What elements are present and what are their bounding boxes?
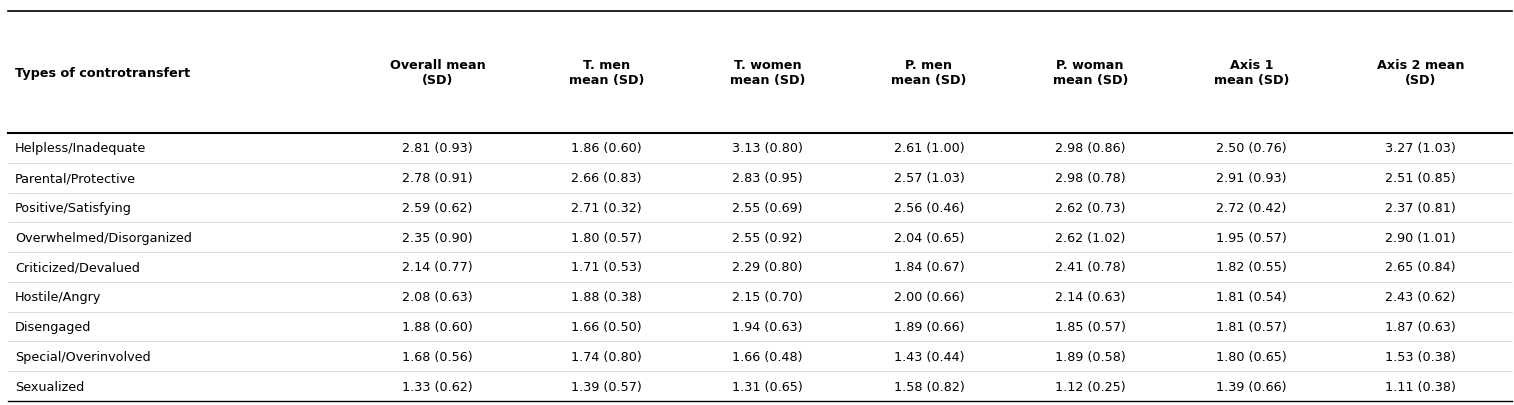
Text: Sexualized: Sexualized	[15, 379, 85, 392]
Text: Overwhelmed/Disorganized: Overwhelmed/Disorganized	[15, 231, 192, 244]
Text: 1.81 (0.54): 1.81 (0.54)	[1216, 290, 1287, 303]
Text: 2.56 (0.46): 2.56 (0.46)	[893, 201, 964, 214]
Text: 2.98 (0.86): 2.98 (0.86)	[1055, 142, 1125, 155]
Text: 2.41 (0.78): 2.41 (0.78)	[1055, 261, 1125, 274]
Text: 2.29 (0.80): 2.29 (0.80)	[733, 261, 802, 274]
Text: Positive/Satisfying: Positive/Satisfying	[15, 201, 132, 214]
Text: Disengaged: Disengaged	[15, 320, 91, 333]
Text: 1.39 (0.66): 1.39 (0.66)	[1216, 379, 1287, 392]
Text: 1.86 (0.60): 1.86 (0.60)	[571, 142, 642, 155]
Text: 2.59 (0.62): 2.59 (0.62)	[403, 201, 472, 214]
Text: Axis 1
mean (SD): Axis 1 mean (SD)	[1214, 59, 1288, 87]
Text: 2.66 (0.83): 2.66 (0.83)	[571, 172, 642, 185]
Text: Hostile/Angry: Hostile/Angry	[15, 290, 101, 303]
Text: 2.62 (1.02): 2.62 (1.02)	[1055, 231, 1125, 244]
Text: 2.78 (0.91): 2.78 (0.91)	[403, 172, 472, 185]
Text: 2.91 (0.93): 2.91 (0.93)	[1216, 172, 1287, 185]
Text: 2.55 (0.69): 2.55 (0.69)	[733, 201, 802, 214]
Text: 2.83 (0.95): 2.83 (0.95)	[733, 172, 802, 185]
Text: Overall mean
(SD): Overall mean (SD)	[389, 59, 486, 87]
Text: 1.58 (0.82): 1.58 (0.82)	[893, 379, 964, 392]
Text: 2.00 (0.66): 2.00 (0.66)	[893, 290, 964, 303]
Text: 1.66 (0.48): 1.66 (0.48)	[733, 350, 802, 363]
Text: T. women
mean (SD): T. women mean (SD)	[730, 59, 805, 87]
Text: Criticized/Devalued: Criticized/Devalued	[15, 261, 139, 274]
Text: 1.80 (0.57): 1.80 (0.57)	[571, 231, 642, 244]
Text: 2.72 (0.42): 2.72 (0.42)	[1216, 201, 1287, 214]
Text: 1.84 (0.67): 1.84 (0.67)	[893, 261, 964, 274]
Text: 2.55 (0.92): 2.55 (0.92)	[733, 231, 802, 244]
Text: 2.65 (0.84): 2.65 (0.84)	[1385, 261, 1455, 274]
Text: 1.89 (0.58): 1.89 (0.58)	[1055, 350, 1125, 363]
Text: 1.11 (0.38): 1.11 (0.38)	[1385, 379, 1456, 392]
Text: Types of controtransfert: Types of controtransfert	[15, 66, 191, 79]
Text: 1.66 (0.50): 1.66 (0.50)	[571, 320, 642, 333]
Text: Axis 2 mean
(SD): Axis 2 mean (SD)	[1376, 59, 1464, 87]
Text: 2.57 (1.03): 2.57 (1.03)	[893, 172, 964, 185]
Text: 1.81 (0.57): 1.81 (0.57)	[1216, 320, 1287, 333]
Text: Parental/Protective: Parental/Protective	[15, 172, 136, 185]
Text: 1.68 (0.56): 1.68 (0.56)	[403, 350, 472, 363]
Text: 2.51 (0.85): 2.51 (0.85)	[1385, 172, 1456, 185]
Text: 2.14 (0.63): 2.14 (0.63)	[1055, 290, 1125, 303]
Text: 2.61 (1.00): 2.61 (1.00)	[893, 142, 964, 155]
Text: T. men
mean (SD): T. men mean (SD)	[569, 59, 643, 87]
Text: 2.35 (0.90): 2.35 (0.90)	[403, 231, 472, 244]
Text: 1.53 (0.38): 1.53 (0.38)	[1385, 350, 1456, 363]
Text: 2.08 (0.63): 2.08 (0.63)	[403, 290, 472, 303]
Text: 1.85 (0.57): 1.85 (0.57)	[1055, 320, 1125, 333]
Text: 2.98 (0.78): 2.98 (0.78)	[1055, 172, 1125, 185]
Text: 1.31 (0.65): 1.31 (0.65)	[733, 379, 802, 392]
Text: 2.04 (0.65): 2.04 (0.65)	[893, 231, 964, 244]
Text: 2.43 (0.62): 2.43 (0.62)	[1385, 290, 1455, 303]
Text: 2.62 (0.73): 2.62 (0.73)	[1055, 201, 1125, 214]
Text: 1.74 (0.80): 1.74 (0.80)	[571, 350, 642, 363]
Text: 2.71 (0.32): 2.71 (0.32)	[571, 201, 642, 214]
Text: Special/Overinvolved: Special/Overinvolved	[15, 350, 151, 363]
Text: 2.90 (1.01): 2.90 (1.01)	[1385, 231, 1455, 244]
Text: 1.95 (0.57): 1.95 (0.57)	[1216, 231, 1287, 244]
Text: 2.50 (0.76): 2.50 (0.76)	[1216, 142, 1287, 155]
Text: 1.88 (0.60): 1.88 (0.60)	[403, 320, 472, 333]
Text: 1.82 (0.55): 1.82 (0.55)	[1216, 261, 1287, 274]
Text: 1.33 (0.62): 1.33 (0.62)	[403, 379, 472, 392]
Text: 2.15 (0.70): 2.15 (0.70)	[733, 290, 802, 303]
Text: 2.37 (0.81): 2.37 (0.81)	[1385, 201, 1456, 214]
Text: 2.81 (0.93): 2.81 (0.93)	[403, 142, 472, 155]
Text: 3.13 (0.80): 3.13 (0.80)	[733, 142, 802, 155]
Text: 1.87 (0.63): 1.87 (0.63)	[1385, 320, 1456, 333]
Text: P. woman
mean (SD): P. woman mean (SD)	[1052, 59, 1128, 87]
Text: 1.80 (0.65): 1.80 (0.65)	[1216, 350, 1287, 363]
Text: 1.89 (0.66): 1.89 (0.66)	[893, 320, 964, 333]
Text: 1.43 (0.44): 1.43 (0.44)	[893, 350, 964, 363]
Text: 1.12 (0.25): 1.12 (0.25)	[1055, 379, 1125, 392]
Text: 1.71 (0.53): 1.71 (0.53)	[571, 261, 642, 274]
Text: 2.14 (0.77): 2.14 (0.77)	[403, 261, 472, 274]
Text: Helpless/Inadequate: Helpless/Inadequate	[15, 142, 147, 155]
Text: 1.94 (0.63): 1.94 (0.63)	[733, 320, 802, 333]
Text: 3.27 (1.03): 3.27 (1.03)	[1385, 142, 1456, 155]
Text: 1.39 (0.57): 1.39 (0.57)	[571, 379, 642, 392]
Text: P. men
mean (SD): P. men mean (SD)	[892, 59, 966, 87]
Text: 1.88 (0.38): 1.88 (0.38)	[571, 290, 642, 303]
